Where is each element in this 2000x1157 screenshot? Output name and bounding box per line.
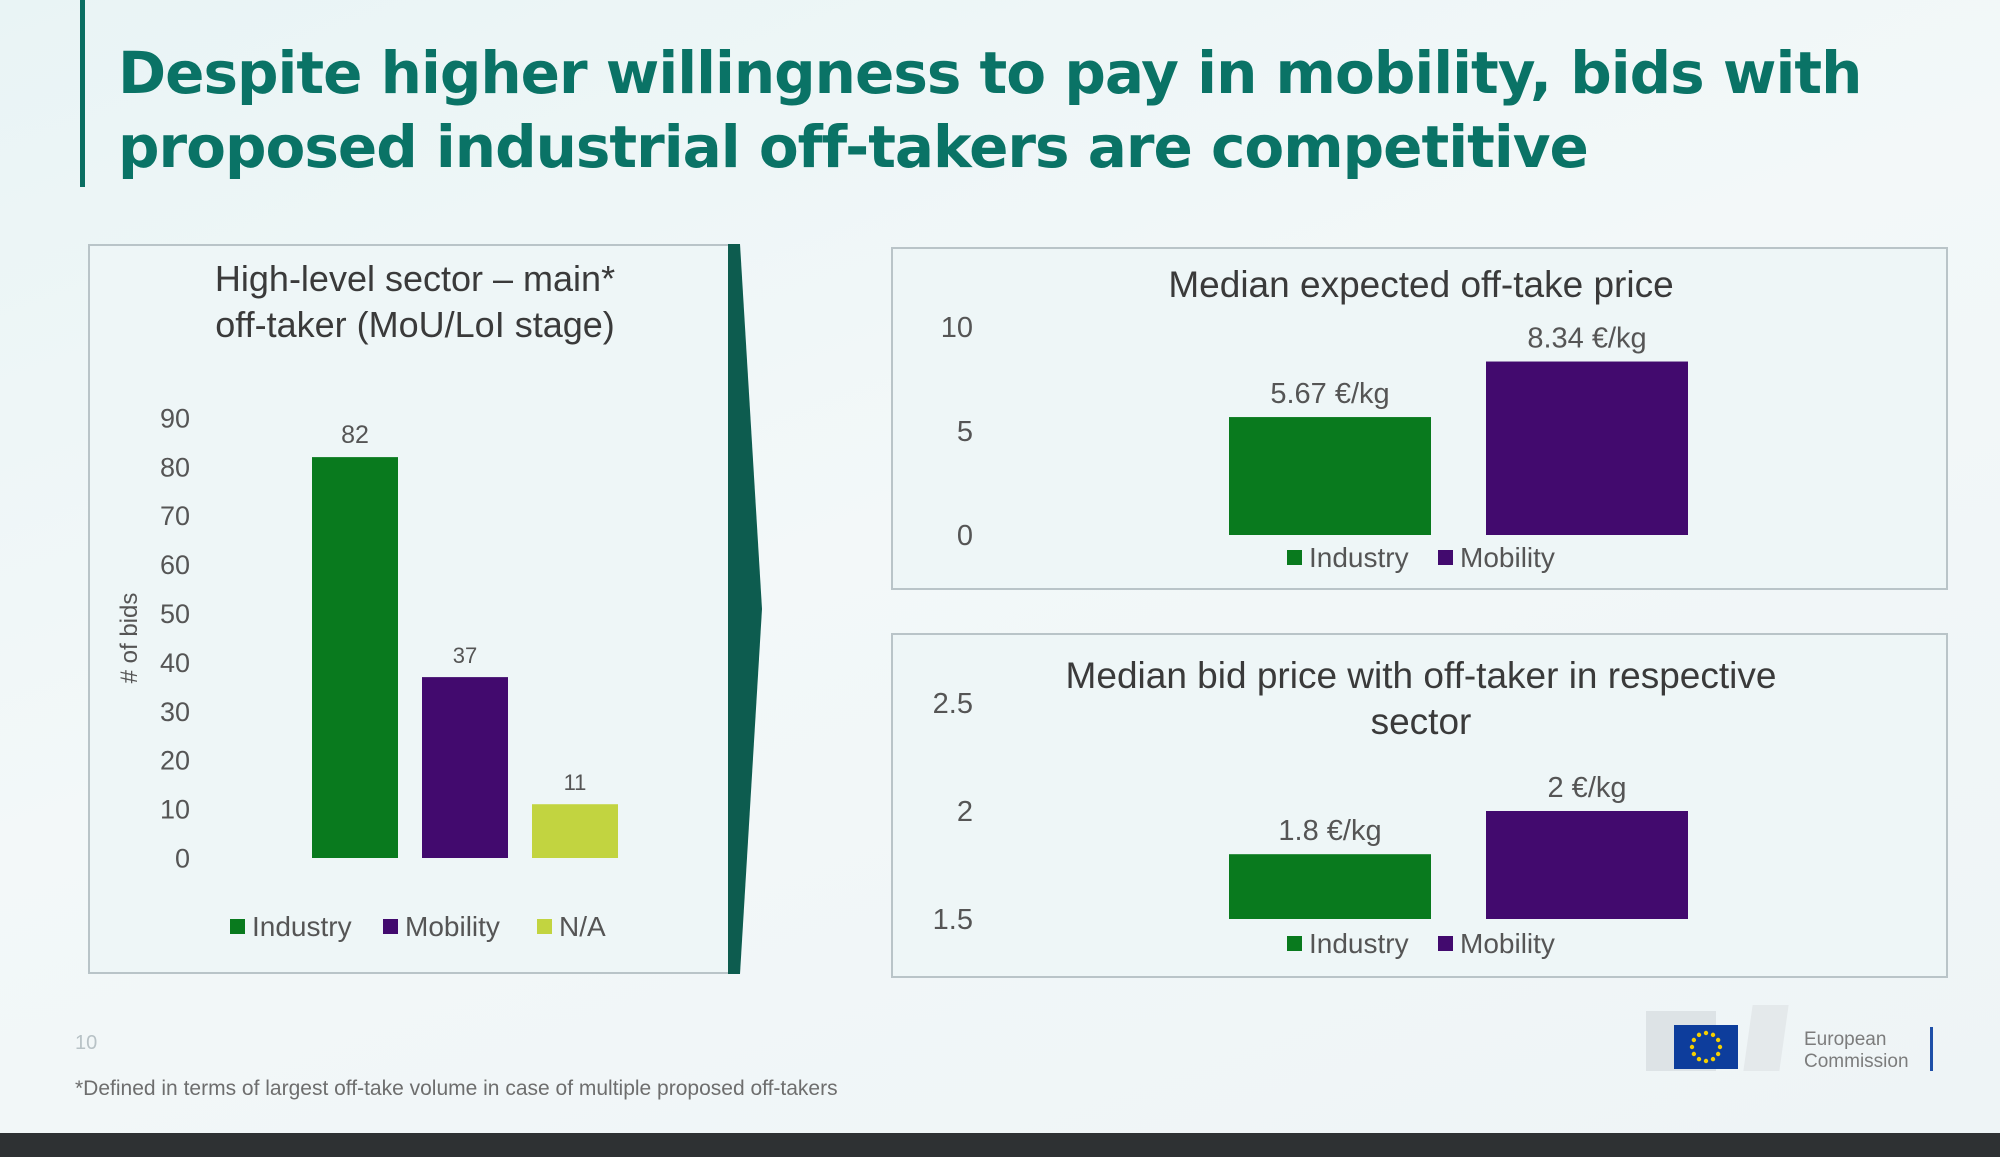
logo-text: European Commission: [1804, 1029, 1909, 1073]
bar-na: [532, 804, 618, 858]
bar-mobility: [1486, 811, 1688, 919]
flow-arrow-shape: [728, 244, 762, 974]
data-label: 11: [564, 770, 587, 795]
logo-text-line: European: [1804, 1029, 1887, 1050]
logo-text-line: Commission: [1804, 1051, 1909, 1072]
y-tick-label: 30: [160, 697, 190, 727]
bar-industry: [312, 457, 398, 858]
data-label: 8.34 €/kg: [1527, 323, 1646, 355]
y-tick-label: 40: [160, 648, 190, 678]
eu-star-icon: [1715, 1037, 1721, 1043]
legend-label: Industry: [1309, 542, 1409, 573]
offtake-price-panel: Median expected off-take price 0 5 10 5.67 €…: [891, 247, 1948, 590]
chart-title: Median bid price with off-taker in respe…: [1066, 655, 1777, 696]
legend-swatch: [1287, 550, 1302, 565]
chart-title: High-level sector – main*: [215, 258, 615, 299]
page-number: 10: [75, 1032, 98, 1054]
y-tick-label: 80: [160, 452, 190, 482]
sector-chart: High-level sector – main* off-taker (MoU/…: [116, 258, 618, 942]
european-commission-logo: European Commission: [1640, 995, 1940, 1075]
data-label: 37: [453, 643, 477, 668]
chart-title: off-taker (MoU/LoI stage): [215, 304, 615, 345]
data-label: 5.67 €/kg: [1270, 378, 1389, 410]
eu-stars-icon: [1689, 1030, 1723, 1064]
legend-label: Mobility: [1460, 928, 1555, 959]
eu-star-icon: [1717, 1044, 1723, 1050]
chart-title: Median expected off-take price: [1168, 264, 1673, 305]
data-label: 2 €/kg: [1548, 772, 1627, 804]
chart-title: sector: [1371, 701, 1472, 742]
y-tick-label: 20: [160, 746, 190, 776]
footnote: *Defined in terms of largest off-take vo…: [75, 1077, 838, 1100]
eu-star-icon: [1710, 1056, 1716, 1062]
eu-star-icon: [1696, 1056, 1702, 1062]
title-accent-bar: [80, 0, 85, 187]
y-tick-label: 70: [160, 501, 190, 531]
legend-label: Industry: [252, 911, 352, 942]
eu-flag-icon: [1674, 1025, 1738, 1069]
legend-swatch: [1438, 936, 1453, 951]
y-tick-label: 1.5: [933, 904, 973, 936]
legend-label: N/A: [559, 911, 606, 942]
bar-industry: [1229, 417, 1431, 535]
y-axis-label: # of bids: [116, 593, 143, 684]
eu-star-icon: [1703, 1058, 1709, 1064]
eu-star-icon: [1689, 1044, 1695, 1050]
bottom-strip: [0, 1133, 2000, 1157]
flow-arrow: [728, 244, 762, 974]
legend-label: Mobility: [405, 911, 500, 942]
legend-swatch: [1438, 550, 1453, 565]
eu-star-icon: [1710, 1032, 1716, 1038]
bar-mobility: [422, 677, 508, 858]
offtake-price-chart: Median expected off-take price 0 5 10 5.67 €…: [941, 264, 1688, 573]
legend-label: Mobility: [1460, 542, 1555, 573]
y-tick-label: 90: [160, 403, 190, 433]
legend-label: Industry: [1309, 928, 1409, 959]
y-tick-label: 0: [175, 843, 190, 873]
bid-price-panel: Median bid price with off-taker in respe…: [891, 633, 1948, 978]
eu-star-icon: [1715, 1051, 1721, 1057]
logo-page-shape: [1743, 1005, 1789, 1071]
y-tick-label: 5: [957, 416, 973, 448]
eu-star-icon: [1691, 1051, 1697, 1057]
legend-swatch: [230, 919, 245, 934]
y-tick-label: 0: [957, 520, 973, 552]
y-tick-label: 60: [160, 550, 190, 580]
y-tick-label: 10: [941, 312, 973, 344]
eu-star-icon: [1691, 1037, 1697, 1043]
slide-title: Despite higher willingness to pay in mob…: [118, 39, 1862, 181]
data-label: 82: [341, 421, 369, 449]
legend-swatch: [1287, 936, 1302, 951]
legend-swatch: [537, 919, 552, 934]
y-tick-label: 50: [160, 599, 190, 629]
eu-star-icon: [1703, 1030, 1709, 1036]
sector-chart-panel: High-level sector – main* off-taker (MoU/…: [88, 244, 738, 974]
bar-industry: [1229, 854, 1431, 919]
logo-rule: [1930, 1027, 1933, 1071]
y-tick-label: 2.5: [933, 688, 973, 720]
y-tick-label: 10: [160, 795, 190, 825]
eu-star-icon: [1696, 1032, 1702, 1038]
data-label: 1.8 €/kg: [1278, 815, 1381, 847]
bar-mobility: [1486, 361, 1688, 535]
legend-swatch: [383, 919, 398, 934]
bid-price-chart: Median bid price with off-taker in respe…: [933, 655, 1777, 959]
y-tick-label: 2: [957, 796, 973, 828]
